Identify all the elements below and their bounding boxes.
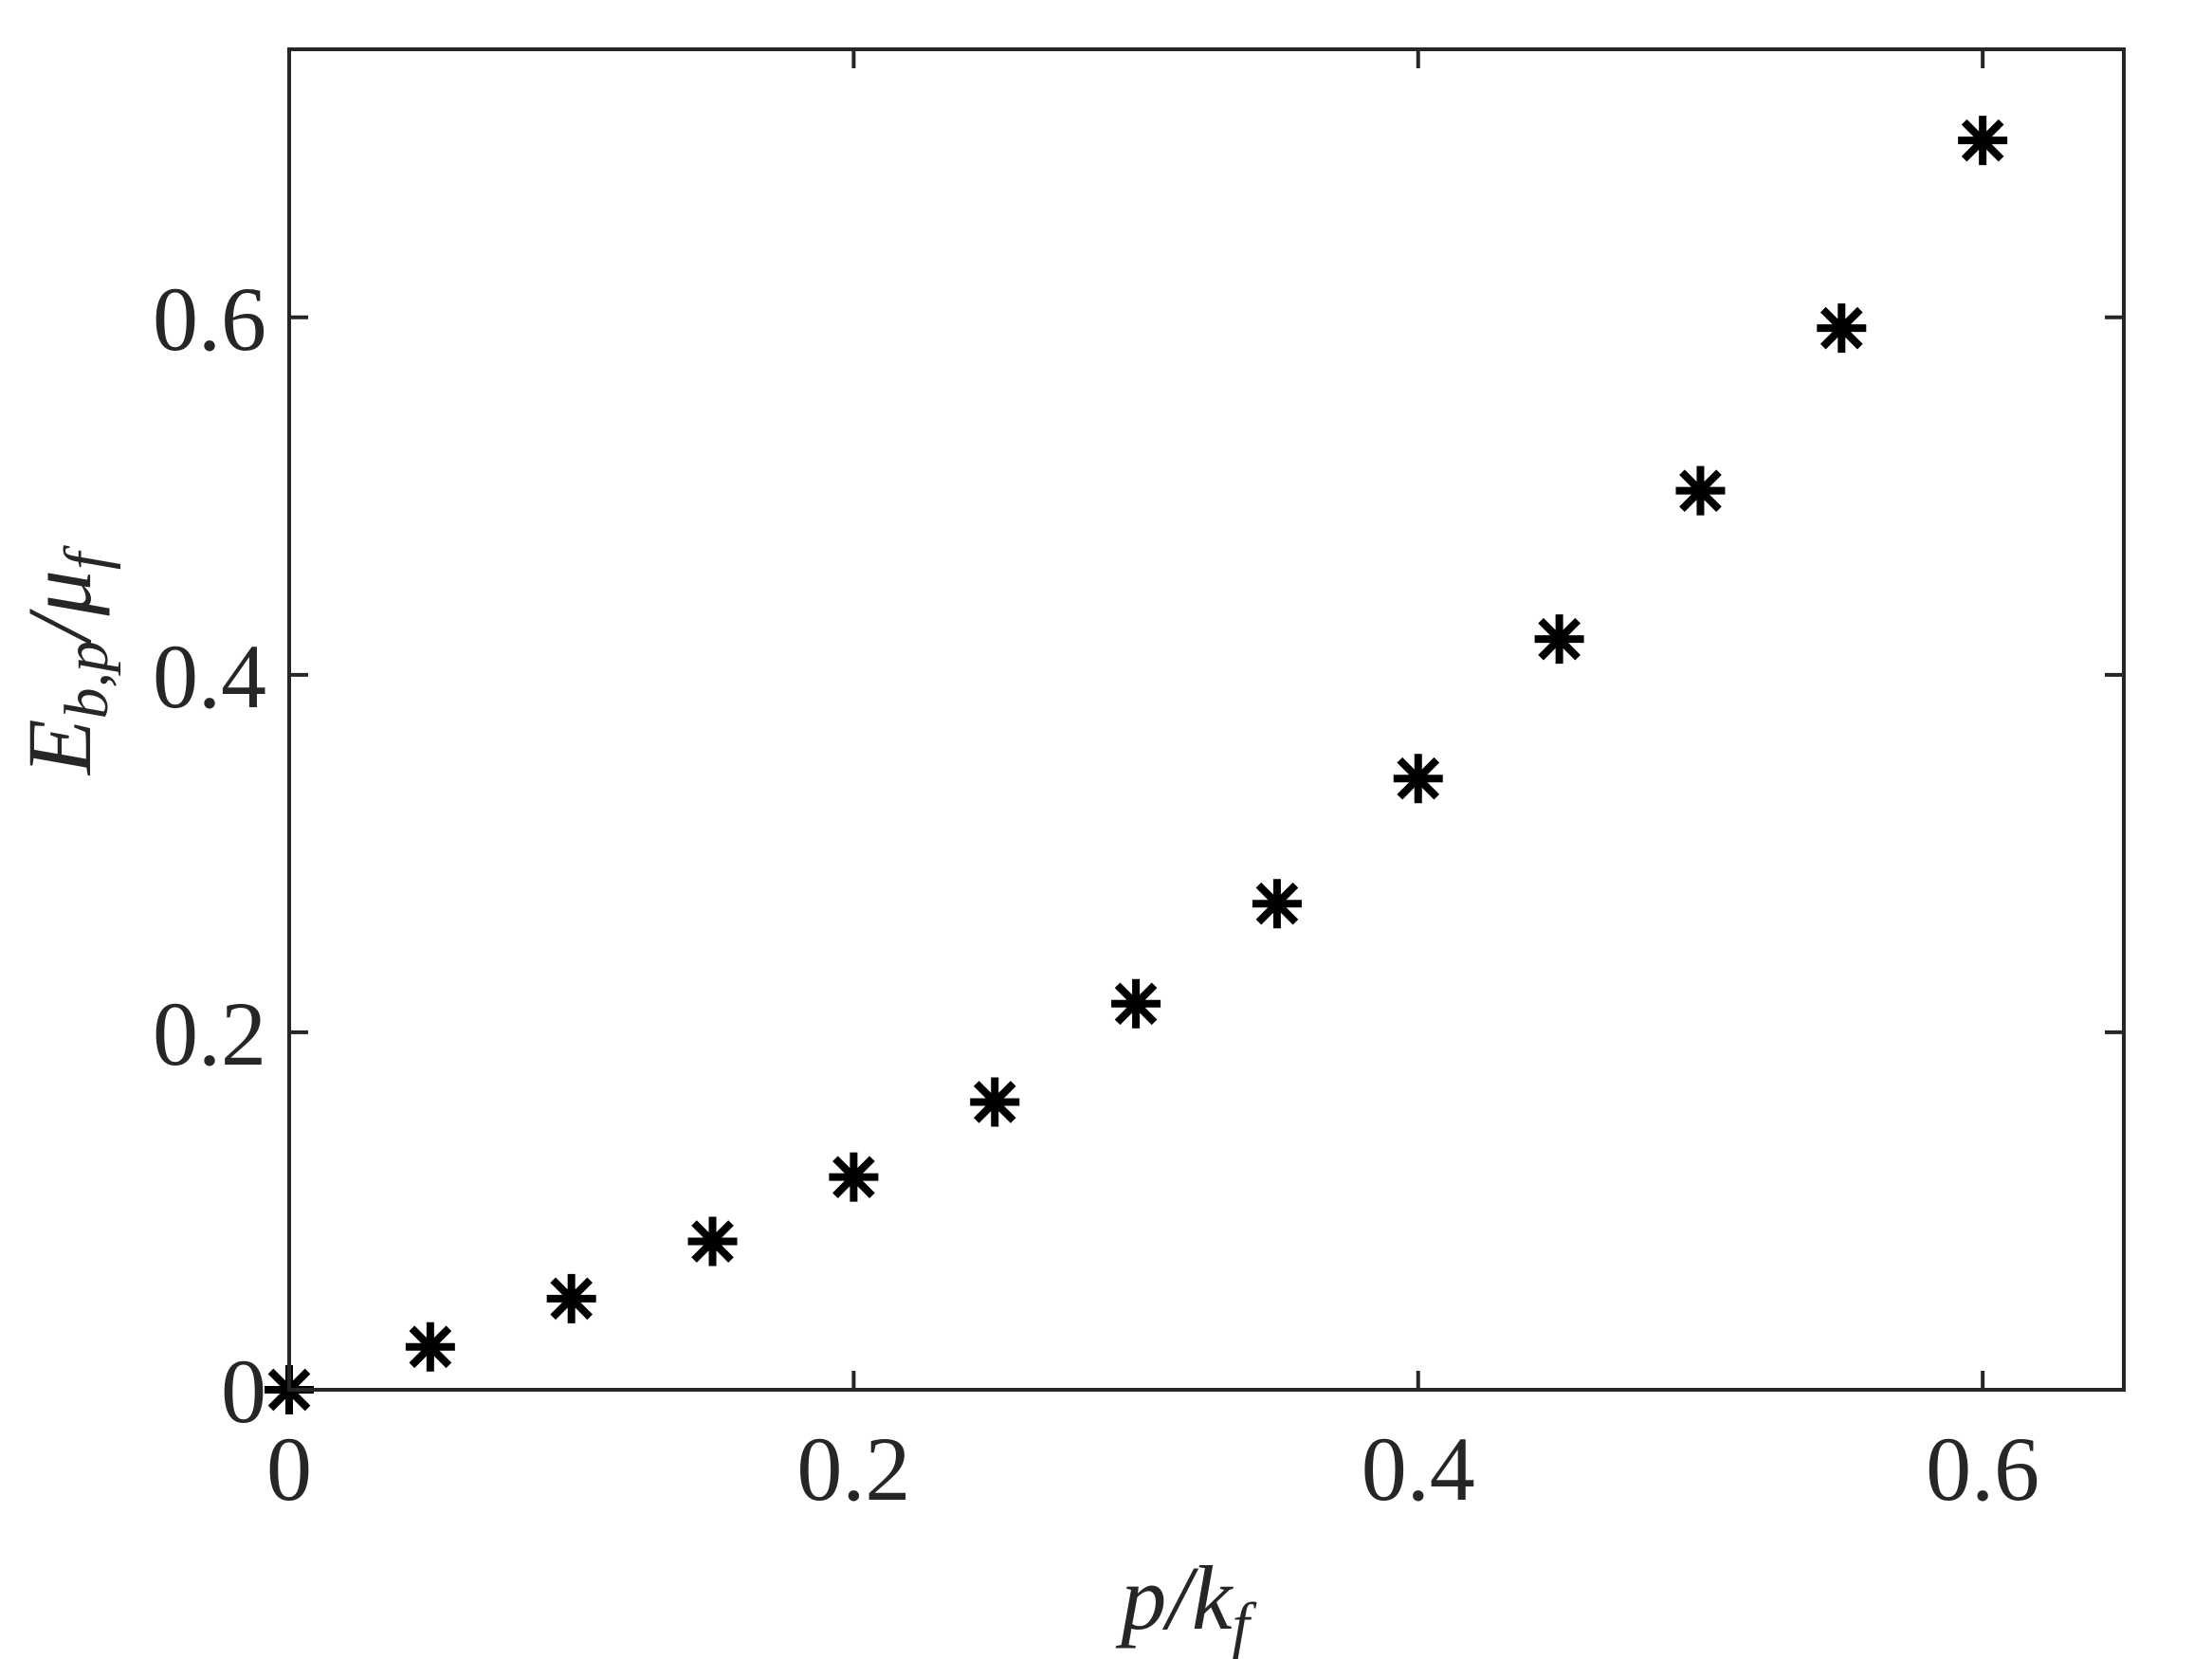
marker-stroke: [1538, 617, 1581, 661]
plot-area: [289, 49, 2124, 1390]
y-tick-label: 0: [221, 1340, 266, 1442]
marker-stroke: [550, 1277, 594, 1321]
marker-stroke: [1114, 982, 1158, 1026]
data-point: [1675, 465, 1726, 516]
marker-stroke: [1819, 306, 1863, 350]
data-point: [829, 1152, 879, 1202]
data-point: [970, 1077, 1020, 1127]
axes-box: [287, 47, 2126, 1392]
marker-stroke: [1255, 882, 1299, 925]
axis-ticks: [287, 49, 2124, 1392]
marker-stroke: [973, 1081, 1016, 1123]
x-tick-label: 0.6: [1926, 1418, 2039, 1520]
x-tick-label: 0.2: [796, 1418, 910, 1520]
y-tick-label: 0.2: [153, 983, 266, 1085]
x-axis-label-base: p/k: [1115, 1547, 1234, 1649]
data-points: [265, 116, 2008, 1414]
x-axis-label: p/kf: [1115, 1547, 1256, 1659]
x-tick-label: 0: [266, 1418, 312, 1520]
data-point: [405, 1322, 455, 1372]
data-point: [1393, 754, 1443, 804]
data-point: [1111, 978, 1161, 1029]
marker-stroke: [832, 1156, 875, 1198]
data-point: [546, 1273, 596, 1323]
y-axis-label-sub2: f: [52, 545, 121, 570]
data-point: [1252, 879, 1302, 929]
marker-stroke: [1679, 469, 1722, 513]
data-point: [1958, 116, 2008, 166]
y-tick-label: 0.6: [153, 268, 266, 370]
marker-stroke: [1397, 757, 1440, 800]
x-axis-label-sub: f: [1232, 1591, 1256, 1659]
x-tick-label: 0.4: [1362, 1418, 1475, 1520]
data-point: [1817, 303, 1867, 354]
y-axis-label-sub1: b,p: [52, 641, 121, 720]
marker-stroke: [409, 1325, 452, 1369]
y-axis-label: Eb,p/μf: [9, 545, 121, 776]
y-axis-label-mid: /μ: [9, 570, 110, 646]
marker-stroke: [1961, 118, 2004, 162]
data-point: [1534, 614, 1584, 665]
y-tick-label: 0.4: [153, 626, 266, 727]
marker-stroke: [691, 1220, 734, 1263]
data-point: [687, 1216, 738, 1267]
y-axis-label-base: E: [9, 720, 110, 777]
tick-labels: 0 0.2 0.4 0.6 0 0.2 0.4 0.6: [153, 268, 2039, 1520]
